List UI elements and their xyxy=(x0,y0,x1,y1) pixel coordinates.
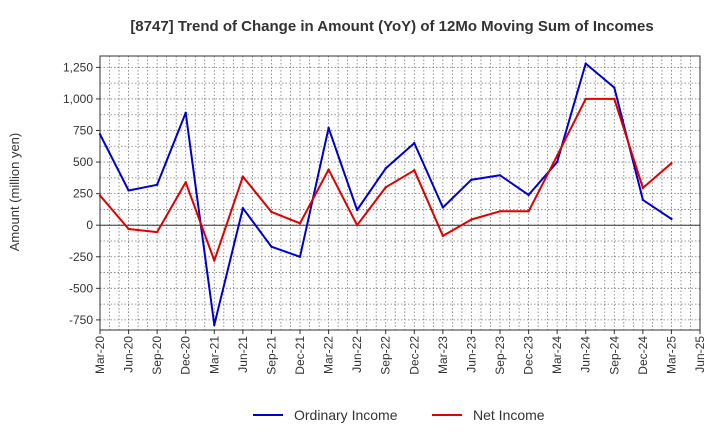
x-tick-label: Dec-20 xyxy=(179,336,193,375)
data-point xyxy=(241,206,245,210)
x-tick-label: Dec-24 xyxy=(636,336,650,375)
legend-label: Ordinary Income xyxy=(294,407,398,423)
x-tick-label: Jun-25 xyxy=(693,336,707,373)
data-point xyxy=(327,168,330,171)
x-tick-label: Dec-21 xyxy=(293,336,307,375)
x-tick-label: Sep-23 xyxy=(493,336,507,375)
y-axis-label: Amount (million yen) xyxy=(7,133,22,252)
data-point xyxy=(498,174,502,177)
data-point xyxy=(270,245,273,248)
y-tick-label: 250 xyxy=(73,187,93,201)
data-point xyxy=(441,234,445,238)
legend-label: Net Income xyxy=(473,407,545,423)
data-point xyxy=(298,255,302,258)
chart-title: [8747] Trend of Change in Amount (YoY) o… xyxy=(130,18,653,35)
y-tick-label: -250 xyxy=(69,250,93,264)
data-point xyxy=(470,178,473,181)
x-tick-label: Jun-24 xyxy=(579,336,593,373)
data-point xyxy=(384,186,387,189)
data-point xyxy=(613,86,616,89)
y-tick-label: 500 xyxy=(73,155,93,169)
data-point xyxy=(641,198,645,202)
y-axis: 1,250 1,000 750 500 250 0 -250 -500 -750 xyxy=(63,60,100,327)
y-tick-label: -750 xyxy=(69,313,93,327)
data-point xyxy=(213,259,216,262)
data-point xyxy=(670,162,673,165)
x-tick-label: Mar-20 xyxy=(93,336,107,374)
data-point xyxy=(555,160,559,164)
data-point xyxy=(155,183,159,186)
x-tick-label: Dec-23 xyxy=(522,336,536,375)
data-point xyxy=(555,154,559,157)
data-point xyxy=(584,62,587,65)
data-point xyxy=(127,189,130,192)
data-point xyxy=(184,181,187,184)
x-tick-label: Mar-24 xyxy=(550,336,564,374)
legend: Ordinary Income Net Income xyxy=(253,407,545,423)
data-point xyxy=(584,97,587,101)
x-tick-label: Sep-22 xyxy=(379,336,393,375)
data-point xyxy=(527,210,530,213)
data-point xyxy=(355,208,359,212)
data-point xyxy=(670,217,673,221)
data-point xyxy=(613,97,616,101)
x-tick-label: Jun-23 xyxy=(464,336,478,373)
y-tick-label: 750 xyxy=(73,123,93,137)
x-tick-label: Mar-25 xyxy=(664,336,678,374)
data-point xyxy=(413,169,416,172)
y-tick-label: 1,000 xyxy=(63,92,93,106)
data-point xyxy=(98,194,102,197)
x-tick-label: Jun-22 xyxy=(350,336,364,373)
grid xyxy=(100,56,700,330)
data-point xyxy=(527,193,530,197)
x-tick-label: Jun-21 xyxy=(236,336,250,373)
data-point xyxy=(641,186,645,190)
data-point xyxy=(470,218,473,221)
y-tick-label: -500 xyxy=(69,281,93,295)
y-tick-label: 1,250 xyxy=(63,60,93,74)
y-tick-label: 0 xyxy=(86,218,93,232)
series-layer xyxy=(98,62,673,327)
data-point xyxy=(270,210,273,214)
data-point xyxy=(184,111,187,115)
x-tick-label: Mar-23 xyxy=(436,336,450,374)
x-tick-label: Dec-22 xyxy=(407,336,421,375)
x-tick-label: Mar-21 xyxy=(207,336,221,374)
x-tick-label: Mar-22 xyxy=(322,336,336,374)
data-point xyxy=(384,167,387,170)
plot-area xyxy=(99,55,701,331)
data-point xyxy=(355,223,359,227)
data-point xyxy=(327,126,330,130)
x-tick-label: Jun-20 xyxy=(122,336,136,373)
data-point xyxy=(413,141,416,145)
data-point xyxy=(155,230,159,234)
data-point xyxy=(213,323,216,327)
data-point xyxy=(298,222,302,225)
x-tick-label: Sep-21 xyxy=(264,336,278,375)
x-tick-label: Sep-20 xyxy=(150,336,164,375)
data-point xyxy=(127,227,130,231)
data-point xyxy=(98,133,102,136)
data-point xyxy=(498,210,502,213)
x-axis: Mar-20 Jun-20 Sep-20 Dec-20 Mar-21 Jun-21 Sep-… xyxy=(93,330,707,375)
data-point xyxy=(441,206,445,209)
data-point xyxy=(241,175,245,178)
x-tick-label: Sep-24 xyxy=(607,336,621,375)
